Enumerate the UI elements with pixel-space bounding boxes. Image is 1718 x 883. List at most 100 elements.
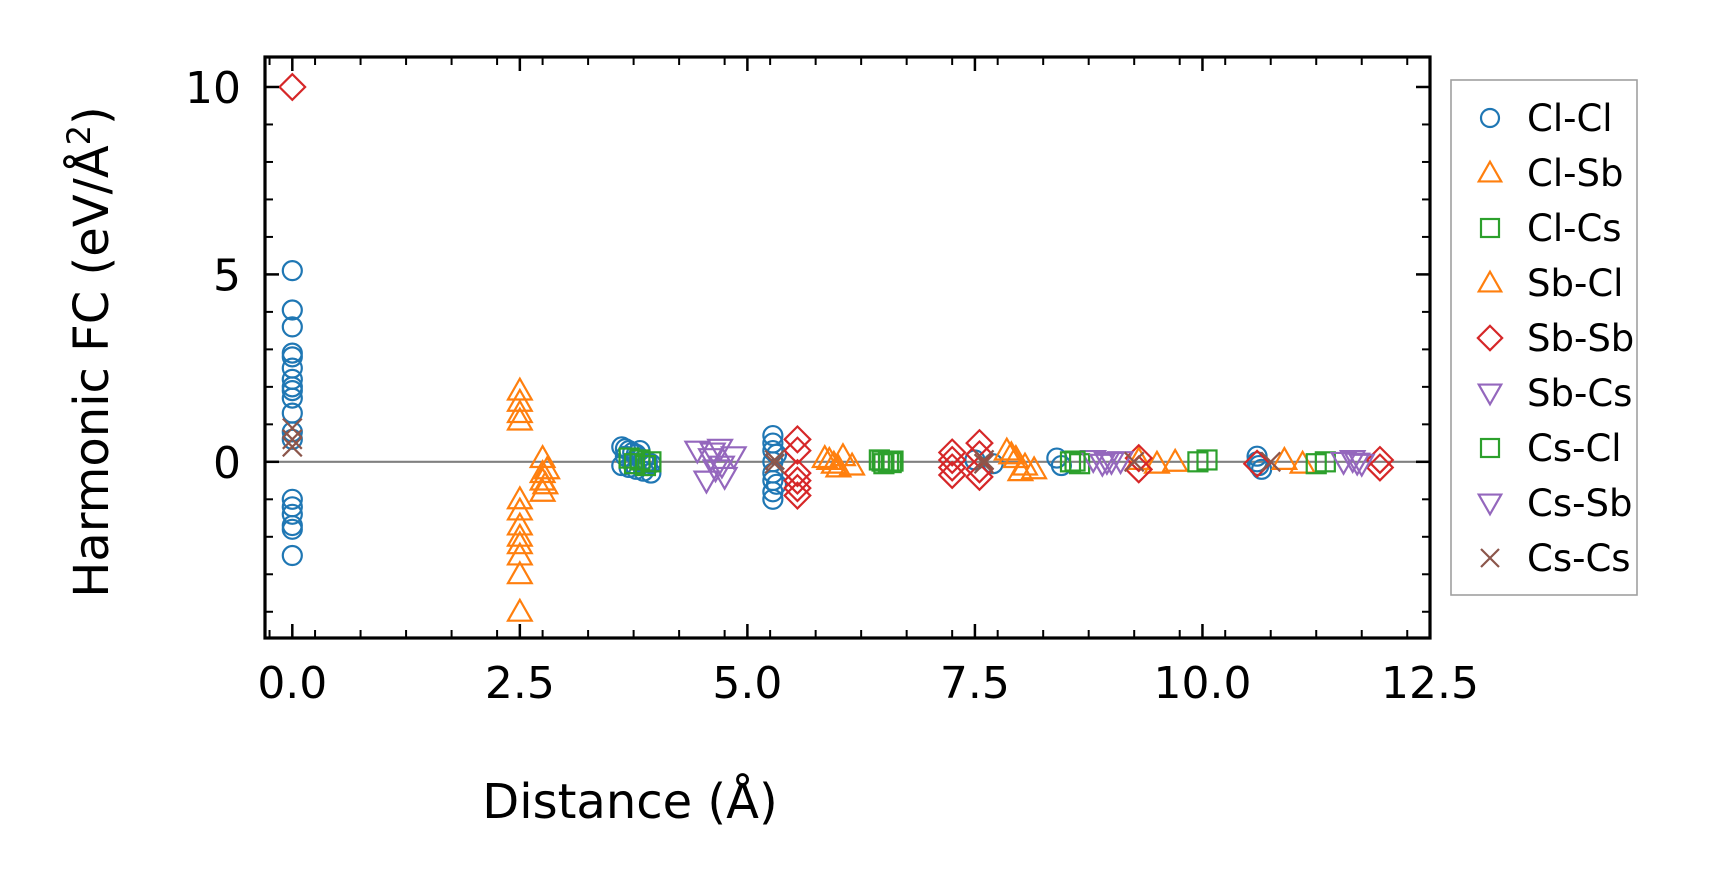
series-cl-cs [618, 447, 1336, 477]
data-point [762, 439, 784, 462]
legend-label: Cl-Sb [1527, 152, 1623, 195]
plot-frame [263, 55, 1432, 640]
data-point [710, 466, 739, 491]
data-point [973, 453, 995, 474]
data-point [1260, 451, 1281, 473]
data-point [281, 518, 303, 540]
y-axis-label-main: Harmonic FC (eV/Å [63, 145, 120, 598]
data-point [281, 402, 303, 424]
x-tick-label: 5.0 [712, 658, 782, 709]
data-point [1064, 450, 1086, 472]
data-point [634, 454, 657, 477]
data-point [783, 473, 812, 503]
legend-label: Sb-Cl [1527, 262, 1623, 305]
data-point [281, 387, 303, 409]
legend-item: Cl-Sb [1476, 152, 1623, 195]
y-tick-label: 0 [213, 438, 241, 489]
data-point [281, 380, 303, 402]
data-point [699, 442, 727, 467]
data-point [937, 438, 967, 467]
series-cl-cl [281, 260, 1273, 567]
data-point [1347, 453, 1376, 478]
legend-marker [1476, 159, 1504, 183]
data-point [281, 421, 303, 443]
legend-label: Sb-Cs [1527, 372, 1632, 415]
data-point [706, 438, 734, 463]
data-point [965, 462, 994, 492]
data-point [1123, 451, 1145, 473]
data-point [765, 443, 788, 465]
data-point [1196, 449, 1218, 471]
data-point [506, 560, 534, 585]
data-point [783, 481, 812, 510]
data-point [531, 470, 560, 495]
data-point [506, 399, 534, 424]
legend-item: Cs-Cl [1479, 427, 1622, 470]
data-point [815, 445, 844, 470]
data-point [1106, 451, 1135, 476]
legend-item: Cs-Sb [1476, 482, 1632, 525]
data-point [1343, 452, 1371, 477]
data-point [277, 72, 307, 102]
data-point [1088, 453, 1117, 478]
legend-item: Cs-Cs [1480, 537, 1631, 580]
legend-label: Cs-Cs [1527, 537, 1631, 580]
data-point [838, 451, 866, 476]
legend-marker [1476, 493, 1504, 517]
data-point [282, 429, 303, 450]
legend-label: Sb-Sb [1527, 317, 1634, 360]
legend-marker [1480, 548, 1500, 568]
data-point [993, 436, 1021, 461]
data-point [629, 449, 651, 471]
data-point [937, 445, 967, 475]
data-point [1365, 453, 1395, 482]
data-point [783, 424, 812, 454]
x-tick-label: 12.5 [1381, 658, 1479, 709]
legend-frame [1450, 79, 1638, 596]
data-point [997, 440, 1026, 465]
series-sb-sb [277, 72, 1395, 510]
legend-item: Sb-Cl [1476, 262, 1623, 305]
series-cl-sb [506, 376, 1317, 622]
data-point [281, 503, 303, 525]
data-point [764, 449, 785, 471]
series-cs-cl [871, 450, 1086, 474]
legend-item: Sb-Sb [1476, 317, 1634, 360]
data-point [882, 450, 904, 472]
x-tick-label: 10.0 [1153, 658, 1251, 709]
x-tick-label: 0.0 [257, 658, 327, 709]
data-point [1329, 451, 1358, 476]
x-axis-label: Distance (Å) [482, 773, 777, 830]
data-point [281, 488, 303, 510]
data-point [281, 260, 303, 282]
legend-item: Sb-Cs [1476, 372, 1632, 415]
data-point [683, 440, 712, 465]
y-axis-label: Harmonic FC (eV/Å2) [60, 106, 120, 598]
points-layer [277, 72, 1395, 622]
legend-marker [1476, 383, 1504, 407]
data-point [506, 530, 534, 555]
data-point [783, 466, 812, 495]
legend-item: Cl-Cs [1479, 207, 1622, 250]
data-point [1338, 449, 1367, 475]
series-sb-cl [531, 440, 1035, 495]
legend-item: Cl-Cl [1479, 97, 1613, 140]
data-point [820, 449, 848, 474]
data-point [1314, 451, 1336, 473]
series-cs-cs [282, 417, 1281, 474]
x-tick-label: 2.5 [485, 658, 555, 709]
data-point [281, 428, 303, 450]
data-point [506, 496, 534, 521]
data-point [506, 406, 534, 431]
legend-label: Cs-Sb [1527, 482, 1632, 525]
legend-marker [1476, 269, 1504, 293]
data-point [783, 458, 812, 488]
data-point [281, 357, 303, 379]
series-sb-cs [683, 438, 1376, 495]
data-point [506, 597, 534, 622]
data-point [1006, 457, 1035, 482]
data-point [281, 544, 303, 567]
data-point [783, 436, 812, 465]
data-point [623, 453, 646, 475]
